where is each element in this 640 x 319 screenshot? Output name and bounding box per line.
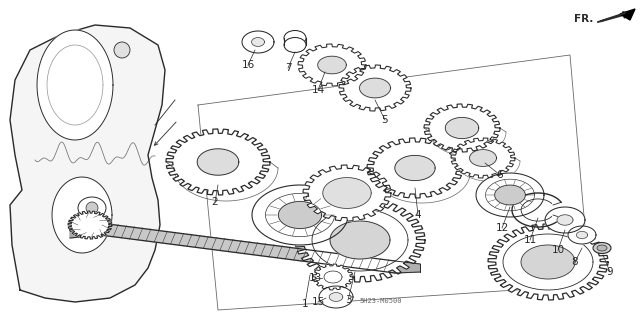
Polygon shape [424,104,500,152]
Ellipse shape [284,31,306,46]
Polygon shape [242,31,274,53]
Polygon shape [298,44,366,86]
Text: 8: 8 [572,257,579,267]
Text: 9: 9 [607,267,613,277]
Polygon shape [295,198,425,282]
Polygon shape [323,178,371,208]
Polygon shape [284,38,306,45]
Polygon shape [329,293,343,301]
Text: 6: 6 [497,170,503,180]
Polygon shape [197,149,239,175]
Ellipse shape [78,197,106,219]
Polygon shape [620,9,635,20]
Polygon shape [521,245,575,279]
Polygon shape [470,150,497,167]
Text: 15: 15 [312,297,324,307]
Polygon shape [70,223,100,238]
Text: 4: 4 [415,210,421,220]
Polygon shape [317,56,346,74]
Polygon shape [166,129,270,195]
Polygon shape [451,138,515,178]
Text: 14: 14 [312,85,324,95]
Text: 7: 7 [285,63,291,73]
Text: 1: 1 [301,299,308,309]
Polygon shape [68,211,112,239]
Circle shape [86,202,98,214]
Polygon shape [10,25,165,302]
Polygon shape [488,224,608,300]
Polygon shape [37,30,113,140]
Polygon shape [330,221,390,259]
Polygon shape [557,215,573,225]
Polygon shape [313,264,353,290]
Text: 5H23-M0500: 5H23-M0500 [360,298,402,304]
Text: FR.: FR. [574,14,593,24]
Polygon shape [395,155,435,181]
Polygon shape [445,117,479,138]
Polygon shape [278,202,322,228]
Polygon shape [545,207,585,233]
Ellipse shape [597,245,607,251]
Text: 5: 5 [381,115,388,125]
Polygon shape [100,223,395,273]
Polygon shape [568,226,596,244]
Text: 2: 2 [212,197,218,207]
Polygon shape [52,177,112,253]
Polygon shape [476,173,544,217]
Polygon shape [367,138,463,198]
Text: 13: 13 [308,273,322,283]
Polygon shape [395,261,420,273]
Ellipse shape [284,38,306,53]
Text: 11: 11 [524,235,536,245]
Polygon shape [319,286,353,308]
Polygon shape [339,65,411,111]
Polygon shape [360,78,390,98]
Text: 10: 10 [552,245,564,255]
Polygon shape [252,185,348,245]
Ellipse shape [593,242,611,254]
Polygon shape [577,231,588,239]
Text: 3: 3 [345,295,351,305]
Circle shape [114,42,130,58]
Polygon shape [252,38,264,46]
Polygon shape [303,165,391,221]
Text: 16: 16 [241,60,255,70]
Polygon shape [495,185,525,205]
Text: 12: 12 [495,223,509,233]
